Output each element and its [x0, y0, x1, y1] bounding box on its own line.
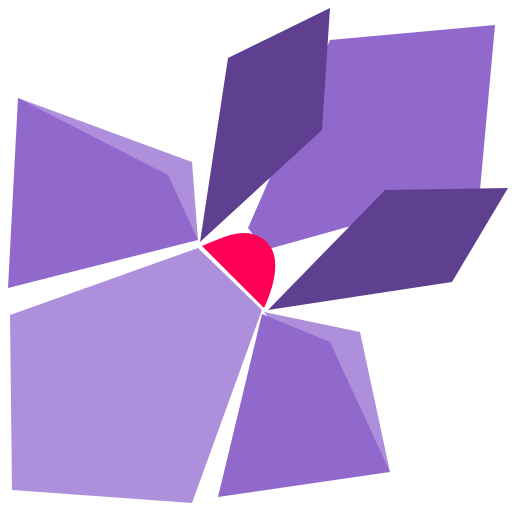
- petal-right-dark: [268, 188, 508, 310]
- center-drop: [202, 233, 276, 308]
- petal-left-upper: [8, 98, 198, 288]
- petal-bottom-right: [218, 314, 390, 497]
- petal-bottom-left: [10, 248, 262, 503]
- petal-upper-dark: [200, 8, 330, 242]
